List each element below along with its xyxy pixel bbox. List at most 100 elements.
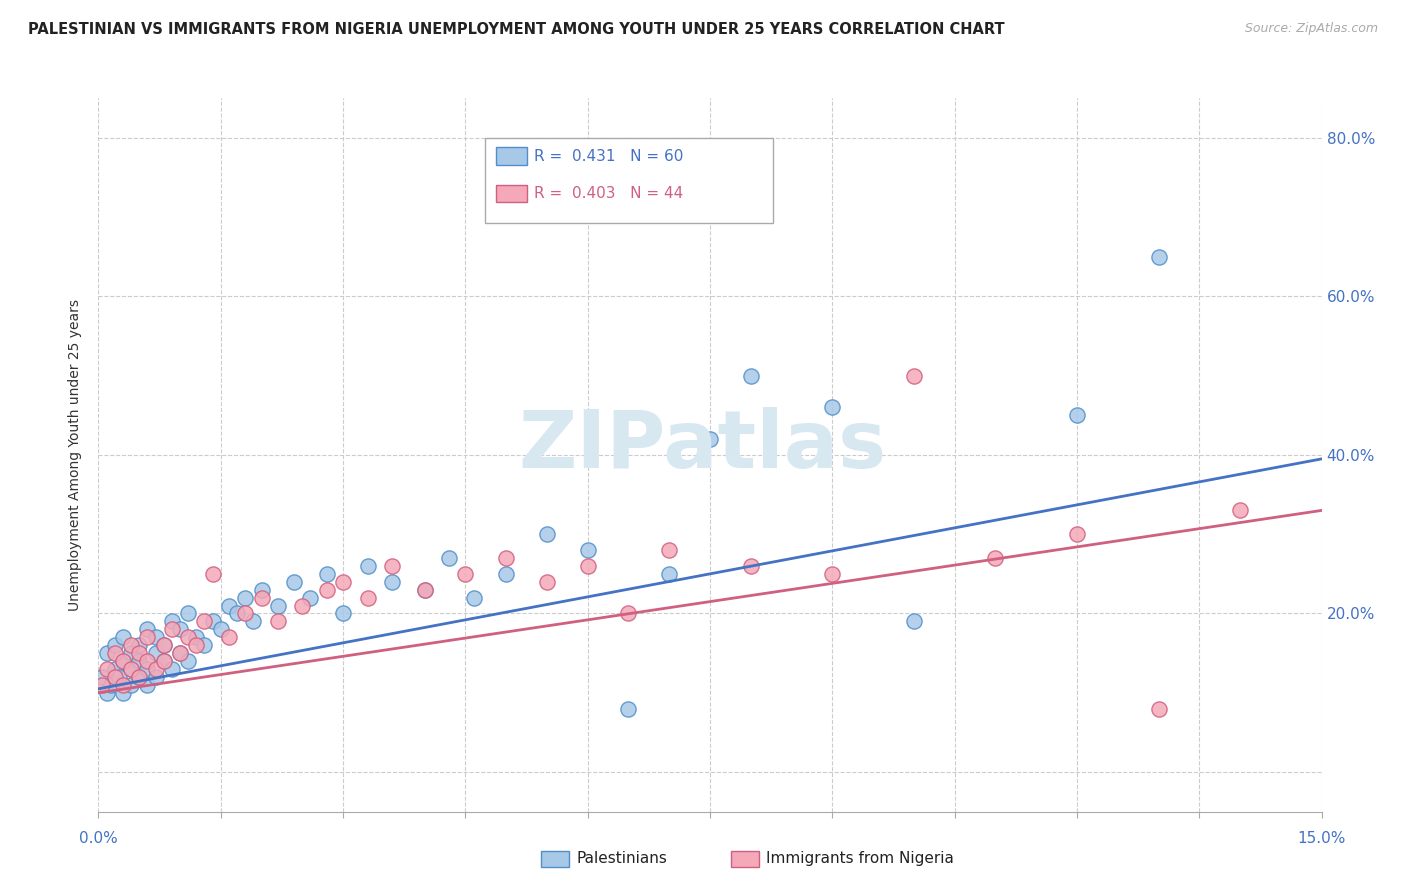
Text: 0.0%: 0.0%: [79, 831, 118, 846]
Text: 15.0%: 15.0%: [1298, 831, 1346, 846]
Point: [120, 678, 142, 692]
Point: [145, 646, 167, 660]
Point: [108, 670, 131, 684]
Point: [576, 558, 599, 573]
Point: [226, 607, 249, 621]
Point: [250, 591, 273, 605]
Point: [145, 670, 167, 684]
Point: [160, 623, 183, 637]
Point: [381, 558, 404, 573]
Text: Immigrants from Nigeria: Immigrants from Nigeria: [766, 852, 955, 866]
Point: [1147, 250, 1170, 264]
Point: [111, 686, 134, 700]
Point: [356, 591, 378, 605]
Point: [120, 638, 142, 652]
Point: [437, 551, 460, 566]
Point: [267, 599, 290, 613]
Point: [136, 678, 159, 692]
Point: [495, 566, 517, 581]
Point: [454, 566, 477, 581]
Point: [160, 662, 183, 676]
Point: [136, 654, 159, 668]
Point: [903, 368, 925, 383]
Point: [1147, 701, 1170, 715]
Point: [91, 678, 114, 692]
Point: [96, 646, 118, 660]
Point: [658, 566, 681, 581]
Point: [169, 623, 191, 637]
Text: PALESTINIAN VS IMMIGRANTS FROM NIGERIA UNEMPLOYMENT AMONG YOUTH UNDER 25 YEARS C: PALESTINIAN VS IMMIGRANTS FROM NIGERIA U…: [28, 22, 1005, 37]
Point: [1066, 527, 1088, 541]
Point: [96, 662, 118, 676]
Point: [617, 701, 640, 715]
Text: ZIPatlas: ZIPatlas: [519, 407, 887, 485]
Point: [536, 574, 558, 589]
Point: [356, 558, 378, 573]
Point: [177, 654, 200, 668]
Point: [104, 662, 127, 676]
Point: [984, 551, 1007, 566]
Point: [128, 646, 150, 660]
Y-axis label: Unemployment Among Youth under 25 years: Unemployment Among Youth under 25 years: [69, 299, 83, 611]
Point: [169, 646, 191, 660]
Point: [536, 527, 558, 541]
Point: [120, 662, 142, 676]
Point: [111, 678, 134, 692]
Point: [413, 582, 436, 597]
Point: [250, 582, 273, 597]
Point: [413, 582, 436, 597]
Point: [233, 591, 256, 605]
Point: [332, 607, 354, 621]
Point: [267, 615, 290, 629]
Point: [128, 638, 150, 652]
Point: [152, 654, 174, 668]
Point: [160, 615, 183, 629]
Point: [315, 566, 337, 581]
Point: [699, 432, 721, 446]
Point: [463, 591, 485, 605]
Point: [283, 574, 305, 589]
Point: [315, 582, 337, 597]
Point: [1066, 409, 1088, 423]
Point: [291, 599, 314, 613]
Point: [128, 670, 150, 684]
Point: [332, 574, 354, 589]
Point: [152, 654, 174, 668]
Point: [821, 566, 844, 581]
Point: [100, 678, 122, 692]
Point: [233, 607, 256, 621]
Point: [128, 670, 150, 684]
Point: [120, 646, 142, 660]
Point: [242, 615, 264, 629]
Point: [218, 630, 240, 644]
Point: [177, 607, 200, 621]
Point: [120, 662, 142, 676]
Point: [145, 630, 167, 644]
Point: [299, 591, 322, 605]
Point: [177, 630, 200, 644]
Text: R =  0.403   N = 44: R = 0.403 N = 44: [534, 186, 683, 201]
Point: [201, 566, 224, 581]
Text: Palestinians: Palestinians: [576, 852, 668, 866]
Point: [111, 654, 134, 668]
Point: [903, 615, 925, 629]
Point: [96, 686, 118, 700]
Point: [186, 630, 208, 644]
Point: [111, 630, 134, 644]
Point: [136, 662, 159, 676]
Point: [91, 670, 114, 684]
Point: [152, 638, 174, 652]
Point: [104, 638, 127, 652]
Point: [136, 630, 159, 644]
Point: [145, 662, 167, 676]
Point: [186, 638, 208, 652]
Point: [111, 654, 134, 668]
Point: [104, 670, 127, 684]
Point: [658, 543, 681, 558]
Point: [209, 623, 232, 637]
Point: [821, 401, 844, 415]
Point: [740, 558, 762, 573]
Text: Source: ZipAtlas.com: Source: ZipAtlas.com: [1244, 22, 1378, 36]
Point: [193, 638, 215, 652]
Point: [169, 646, 191, 660]
